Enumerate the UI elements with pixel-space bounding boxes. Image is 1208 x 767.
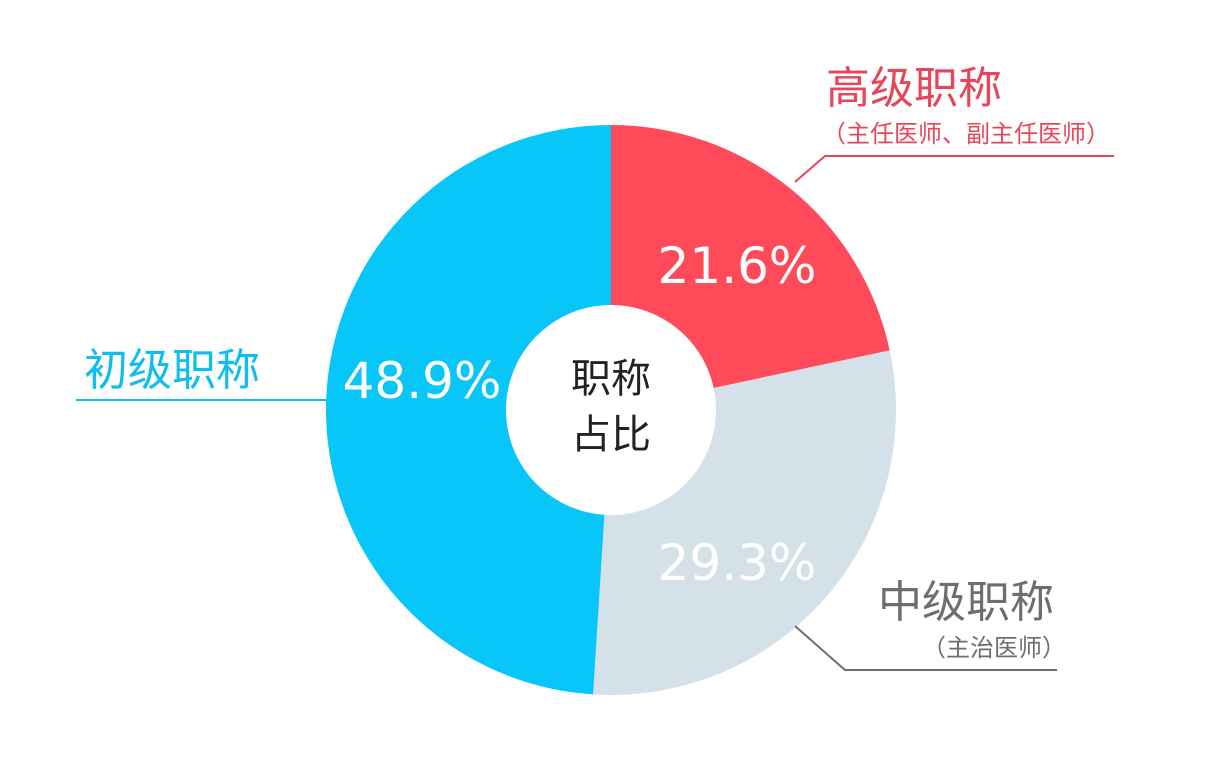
- callout-title-intermediate: 中级职称: [878, 577, 1054, 628]
- callout-title-senior: 高级职称: [826, 63, 1002, 114]
- callout-title-junior: 初级职称: [84, 345, 260, 396]
- slice-value-intermediate: 29.3%: [658, 534, 817, 592]
- donut-hole: [506, 305, 716, 515]
- center-label-line2: 占比: [571, 412, 651, 458]
- center-label-line1: 职称: [571, 356, 651, 402]
- leader-line-intermediate: [794, 625, 1057, 671]
- slice-value-senior: 21.6%: [658, 237, 817, 295]
- slice-value-junior: 48.9%: [343, 352, 502, 410]
- slice-junior: [325, 125, 611, 695]
- callout-subtitle-intermediate: （主治医师）: [922, 634, 1066, 662]
- callout-subtitle-senior: （主任医师、副主任医师）: [822, 120, 1110, 148]
- leader-line-senior: [794, 155, 1114, 183]
